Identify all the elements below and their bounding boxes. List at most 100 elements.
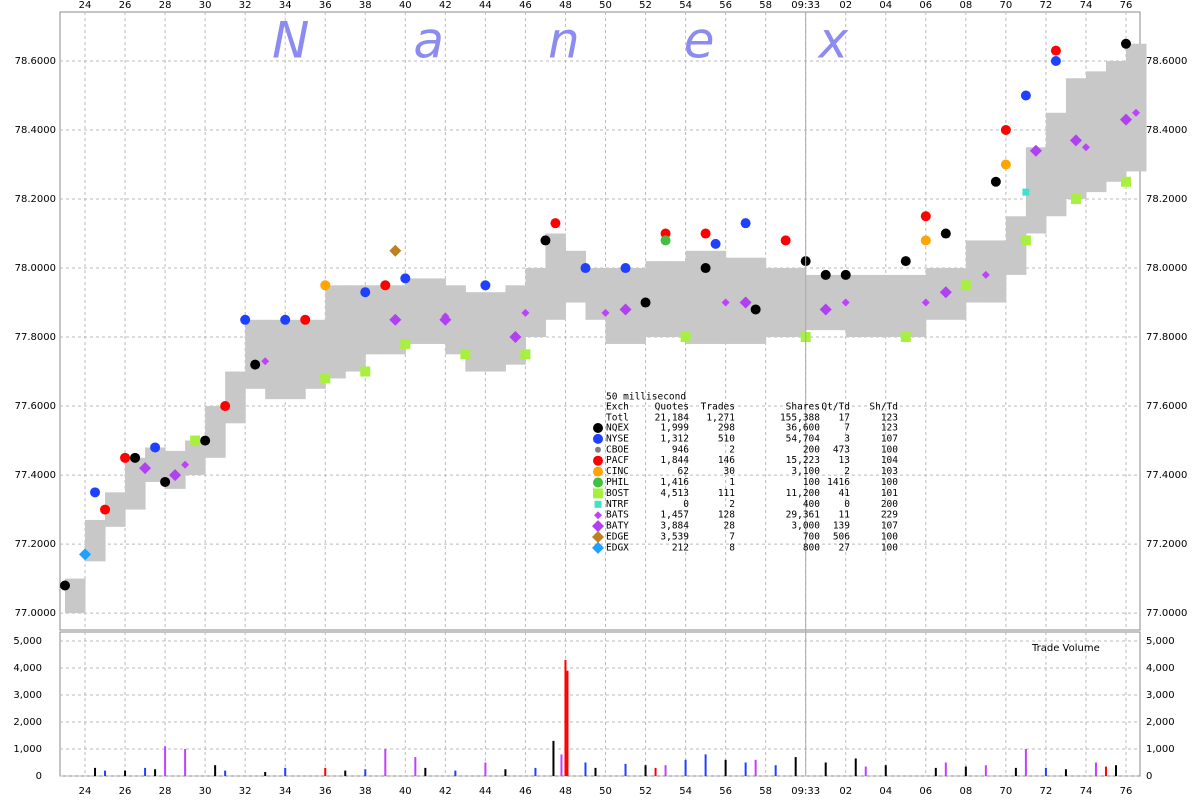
point [90,487,101,498]
volume-bar [384,748,387,776]
x-tick-label: 24 [79,786,92,797]
spread-band [205,406,226,458]
table-cell: 8 [729,542,735,553]
table-cell: 1416 [827,477,850,488]
point [439,313,452,326]
point [521,308,530,317]
point [900,332,911,343]
spread-band [65,578,86,614]
point [60,580,71,591]
x-tick-label: 06 [919,0,932,11]
point [1000,125,1011,136]
table-title: 50 millisecond [606,392,686,403]
spread-band [545,233,566,320]
table-cell: 11,200 [786,488,821,499]
point [1120,38,1131,49]
y-tick-label: 78.0000 [15,263,56,274]
y-tick-label: 77.8000 [1146,332,1187,343]
table-cell: 200 [803,444,820,455]
table-cell: 1,457 [660,510,689,521]
point [520,349,531,360]
legend-label: BATS [606,510,629,521]
legend-label: BOST [606,488,629,499]
table-cell: 11 [839,510,851,521]
y-tick-label: 77.4000 [15,470,56,481]
table-cell: 3,884 [660,521,689,532]
table-cell: 1,999 [660,423,689,434]
x-tick-label: 04 [879,0,892,11]
y-tick-label: 77.6000 [1146,401,1187,412]
point [700,228,711,239]
volume-bar [94,767,97,776]
volume-bar [724,759,727,776]
table-cell: 3,100 [791,466,820,477]
volume-bar [504,769,507,776]
x-tick-label: 56 [719,786,732,797]
y-tick-label: 1,000 [13,744,42,755]
point [540,235,551,246]
volume-bar [552,740,555,776]
volume-bar [774,765,777,776]
spread-band [565,250,586,303]
x-tick-label: 38 [359,786,372,797]
y-tick-label: 3,000 [13,690,42,701]
spread-band [1025,147,1047,234]
table-cell: 107 [881,521,898,532]
volume-bar [566,670,569,776]
x-tick-label: 09:33 [791,786,820,797]
spread-band [505,285,526,365]
volume-bar [934,767,937,776]
volume-bar [864,766,867,776]
table-cell: 2 [729,444,735,455]
table-cell: Totl [606,413,629,424]
point [601,308,610,317]
x-tick-label: 42 [439,0,452,11]
x-tick-label: 38 [359,0,372,11]
x-tick-label: 56 [719,0,732,11]
volume-bar [224,770,227,776]
y-tick-label: 3,000 [1146,690,1175,701]
point [130,452,141,463]
y-tick-label: 4,000 [1146,663,1175,674]
volume-bar [854,758,857,776]
table-cell: 104 [881,455,898,466]
legend-label: PHIL [606,477,629,488]
point [250,359,261,370]
point [400,338,411,349]
y-tick-label: 4,000 [13,663,42,674]
table-cell: 510 [718,433,735,444]
point [1119,113,1132,126]
volume-bar [104,770,107,776]
point [380,280,391,291]
point [739,296,752,309]
volume-bar [154,769,157,776]
legend-label: NYSE [606,433,629,444]
point [1020,235,1031,246]
y-tick-label: 77.2000 [15,539,56,550]
point [389,313,402,326]
x-tick-label: 26 [119,786,132,797]
y-tick-label: 77.0000 [15,608,56,619]
volume-bar [754,759,757,776]
table-cell: 700 [803,532,820,543]
volume-bar [644,765,647,776]
volume-bar [984,765,987,776]
y-tick-label: 5,000 [13,636,42,647]
table-cell: 100 [881,477,898,488]
point [389,244,402,257]
y-tick-label: 2,000 [1146,717,1175,728]
x-tick-label: 04 [879,786,892,797]
x-tick-label: 52 [639,786,652,797]
table-cell: 21,184 [655,413,690,424]
legend-label: EDGX [606,542,629,553]
x-tick-label: 28 [159,786,172,797]
legend-marker [592,541,604,554]
x-tick-label: 44 [479,786,492,797]
point [1000,159,1011,170]
x-tick-label: 50 [599,786,612,797]
table-header: Exch [606,402,629,413]
x-tick-label: 50 [599,0,612,11]
point [1081,143,1090,152]
table-cell: 298 [718,423,735,434]
